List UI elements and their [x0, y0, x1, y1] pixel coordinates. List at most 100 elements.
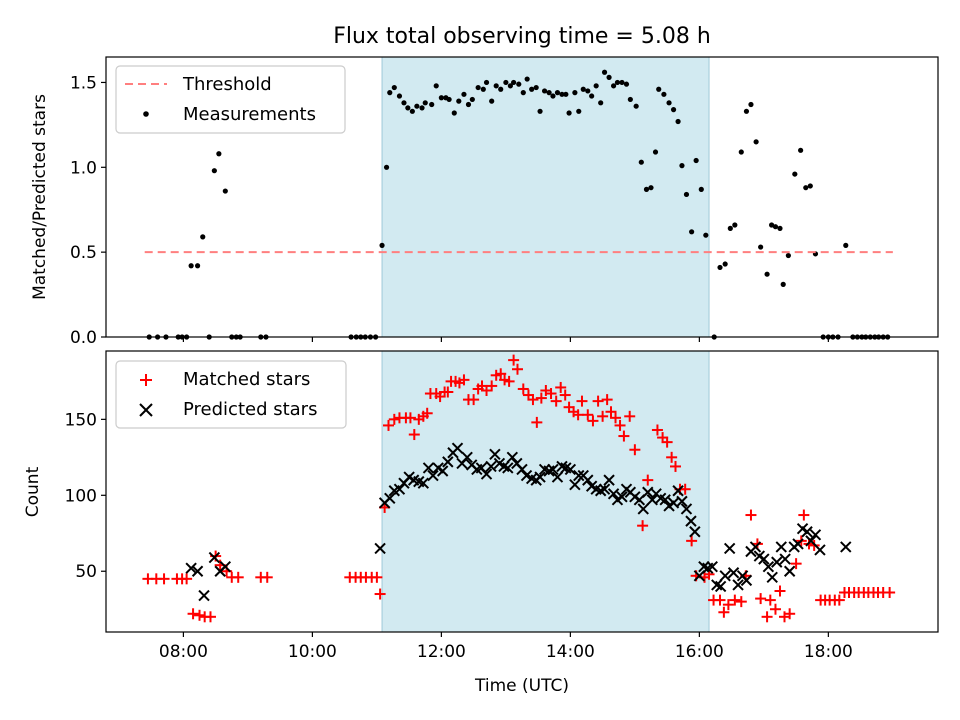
- y-tick-label: 1.0: [70, 158, 97, 178]
- measurement-point: [614, 79, 621, 86]
- measurement-point: [387, 90, 393, 96]
- measurement-point: [405, 105, 411, 111]
- measurement-point: [200, 234, 206, 240]
- matched-point: [508, 354, 520, 366]
- measurement-point: [194, 263, 201, 269]
- measurement-point: [643, 186, 650, 192]
- measurement-point: [456, 98, 462, 104]
- measurement-point: [743, 108, 750, 114]
- measurement-point: [638, 159, 644, 165]
- matched-point: [511, 363, 523, 375]
- predicted-point: [809, 529, 822, 541]
- matched-point: [550, 395, 562, 407]
- y-tick-label: 150: [65, 410, 97, 430]
- measurement-point: [738, 149, 744, 155]
- measurement-point: [391, 84, 397, 91]
- measurement-point: [401, 100, 407, 106]
- measurement-point: [679, 163, 685, 169]
- predicted-point: [783, 565, 796, 577]
- matched-point: [468, 394, 480, 406]
- predicted-point: [198, 589, 210, 602]
- predicted-point: [672, 485, 684, 497]
- matched-point: [651, 424, 663, 436]
- measurement-point: [383, 164, 390, 170]
- matched-point: [624, 410, 636, 422]
- matched-point: [784, 608, 796, 620]
- x-tick-label: 08:00: [159, 642, 208, 662]
- predicted-point: [485, 460, 497, 473]
- measurement-point: [433, 83, 439, 89]
- matched-point: [194, 609, 206, 621]
- measurement-point: [216, 151, 222, 157]
- predicted-point: [393, 483, 406, 495]
- predicted-point: [723, 542, 736, 555]
- matched-point: [745, 509, 757, 521]
- measurement-point: [769, 222, 775, 228]
- matched-point: [576, 395, 588, 407]
- measurement-point: [670, 107, 677, 113]
- measurement-point: [465, 101, 472, 108]
- count-legend: Matched stars Predicted stars: [115, 360, 347, 429]
- measurement-point: [409, 108, 415, 114]
- measurement-point: [585, 88, 591, 94]
- measurement-point: [396, 93, 403, 99]
- count-y-ticks: 50 100 150: [65, 410, 106, 582]
- predicted-point: [603, 474, 615, 486]
- measurement-point: [559, 91, 565, 97]
- predicted-point: [792, 538, 804, 550]
- predicted-point: [607, 488, 620, 500]
- predicted-point: [422, 462, 435, 474]
- measurement-point: [792, 171, 798, 177]
- matched-point: [735, 596, 747, 608]
- matched-point: [404, 412, 416, 424]
- measurement-point: [666, 100, 672, 106]
- matched-point: [592, 395, 604, 407]
- ratio-plot-frame: [105, 56, 939, 338]
- measurement-point: [717, 264, 723, 271]
- predicted-point: [814, 544, 826, 556]
- predicted-point: [582, 474, 594, 486]
- measurement-point: [777, 225, 783, 231]
- legend-measurements-label: Measurements: [183, 104, 316, 125]
- matched-point: [718, 606, 730, 618]
- y-tick-label: 100: [65, 486, 97, 506]
- matched-point: [582, 409, 594, 421]
- predicted-point: [840, 541, 852, 553]
- matched-point: [670, 460, 682, 472]
- measurement-point: [419, 105, 425, 111]
- measurements-series: [146, 69, 891, 340]
- matched-point: [755, 593, 767, 605]
- predicted-point: [547, 463, 559, 476]
- predicted-point: [719, 570, 731, 582]
- matched-point: [374, 588, 386, 600]
- matched-point: [587, 415, 599, 427]
- measurement-point: [222, 188, 228, 194]
- measurement-point: [414, 103, 420, 109]
- predicted-point: [384, 492, 396, 505]
- matched-point: [535, 392, 547, 404]
- matched-point: [774, 585, 786, 597]
- predicted-point: [714, 580, 727, 593]
- matched-point: [790, 558, 802, 570]
- legend-measurements-swatch: [143, 111, 149, 117]
- measurement-point: [580, 86, 586, 92]
- matched-point: [722, 599, 734, 611]
- measurement-point: [661, 91, 667, 97]
- matched-point: [769, 603, 781, 615]
- matched-point: [503, 375, 515, 387]
- predicted-point: [598, 483, 611, 495]
- y-tick-label: 0.5: [70, 243, 97, 263]
- predicted-point: [676, 495, 688, 508]
- y-tick-label: 1.5: [70, 73, 97, 93]
- predicted-point: [766, 571, 778, 584]
- matched-point: [517, 383, 529, 395]
- ratio-legend: Threshold Measurements: [115, 65, 346, 134]
- measurement-point: [798, 147, 804, 153]
- measurement-point: [606, 74, 612, 80]
- predicted-point: [564, 463, 577, 476]
- measurement-point: [748, 101, 754, 108]
- matched-point: [761, 611, 773, 623]
- predicted-point: [758, 553, 770, 565]
- matched-point: [555, 381, 567, 393]
- measurement-point: [554, 90, 561, 96]
